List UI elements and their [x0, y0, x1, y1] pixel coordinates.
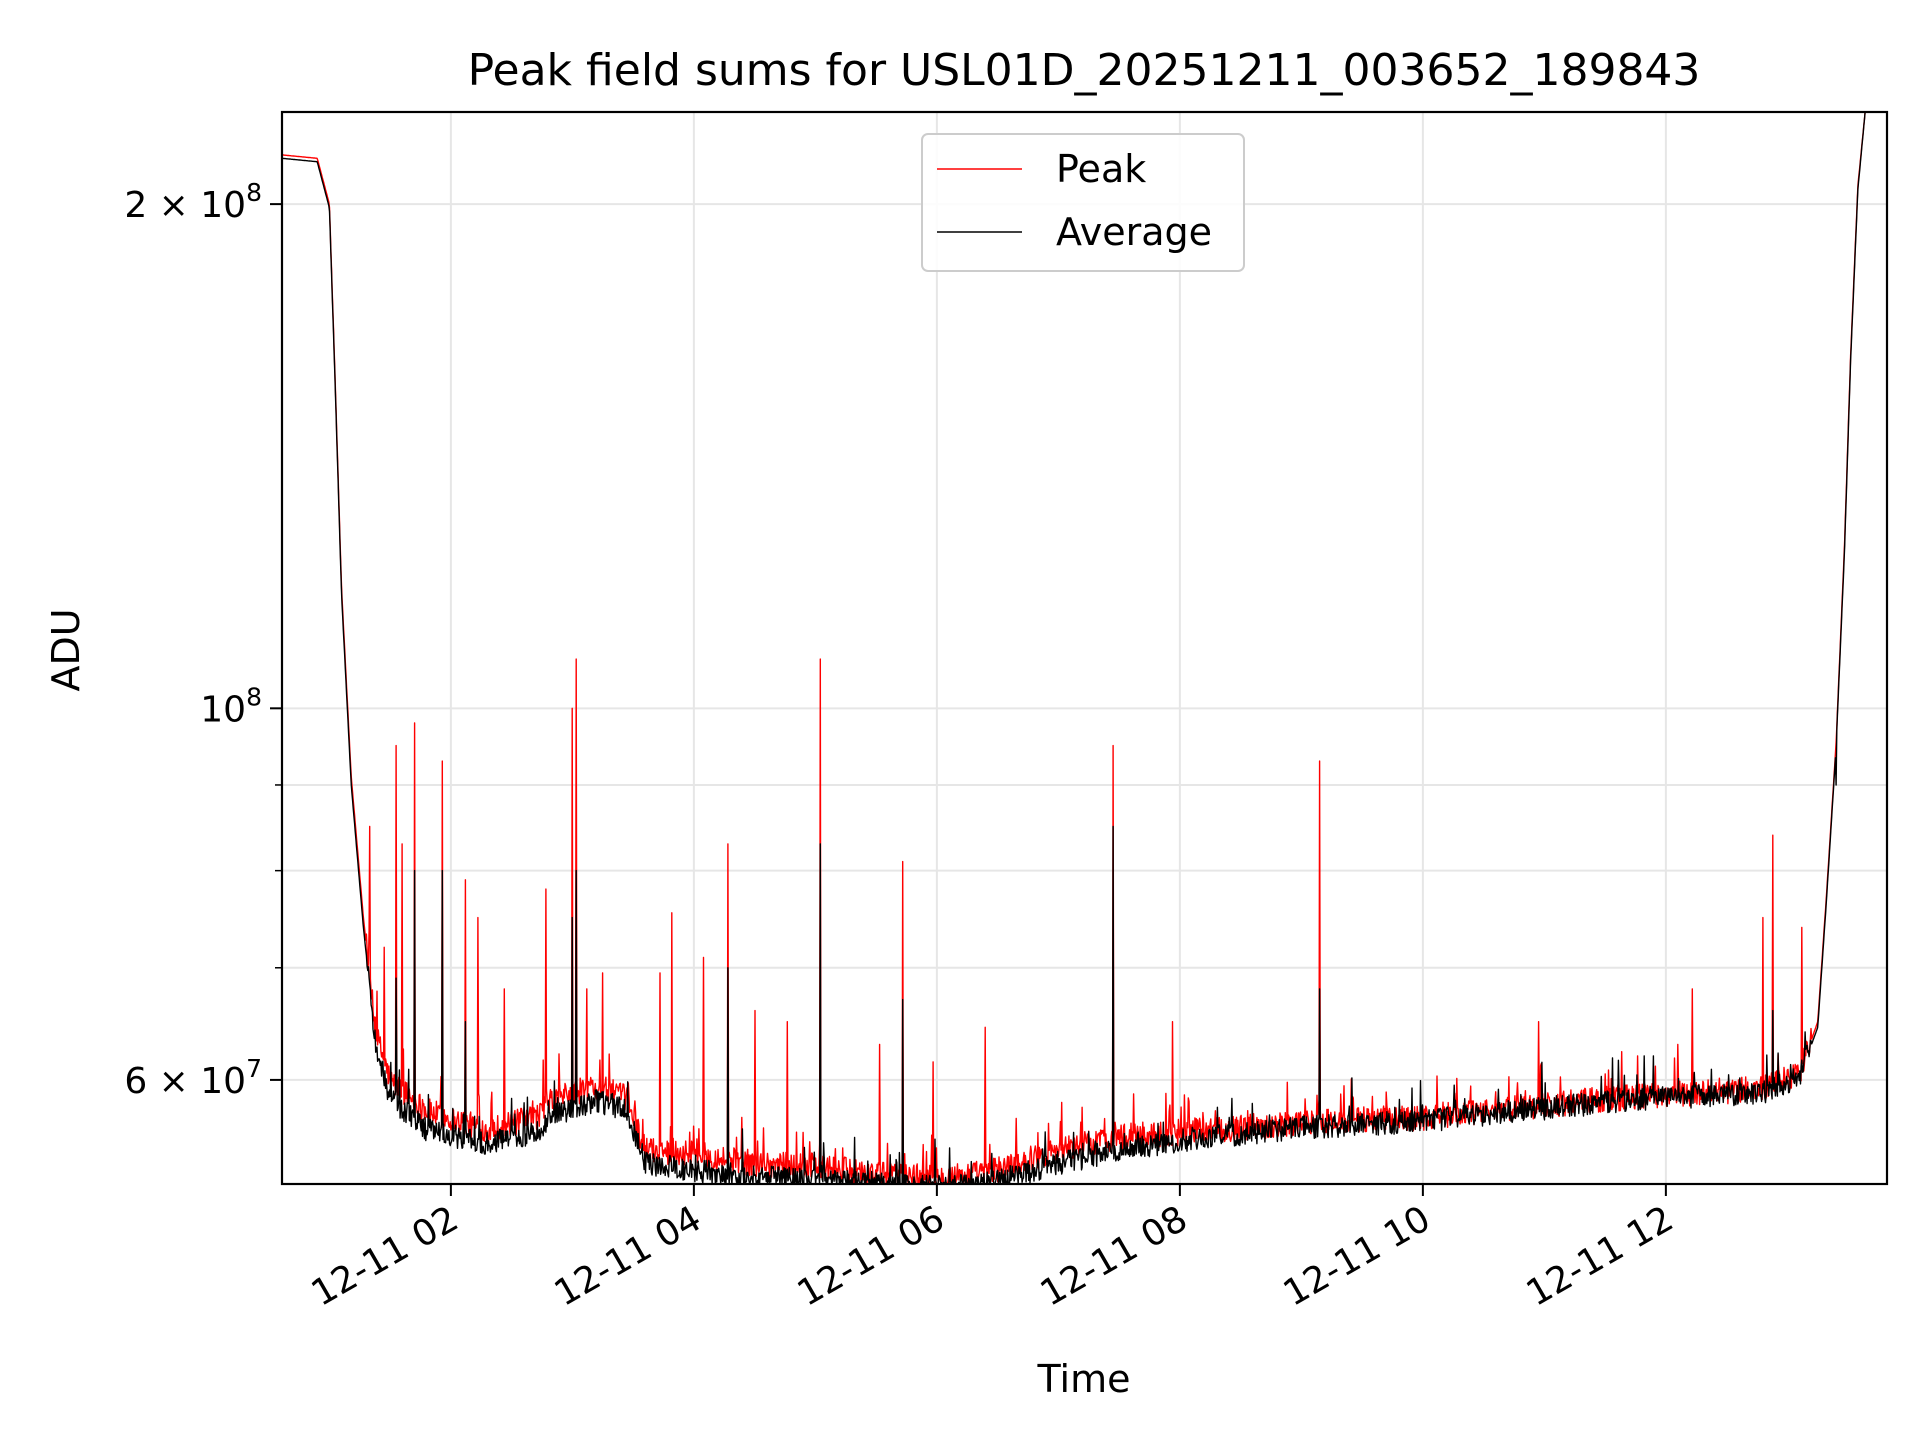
y-axis: 6 × 107 108 2 × 108: [124, 178, 282, 1102]
y-tick-label: 6 × 107: [124, 1054, 262, 1102]
legend-average-label: Average: [1056, 210, 1212, 254]
series-layer: [281, 111, 1866, 1185]
legend: Peak Average: [921, 133, 1245, 272]
chart-title: Peak field sums for USL01D_20251211_0036…: [468, 45, 1701, 96]
plot-frame: [280, 110, 1889, 1186]
grid: [282, 112, 1887, 1184]
series-line-average: [281, 111, 1866, 1185]
y-tick-label: 2 × 108: [124, 178, 262, 226]
y-axis-label: ADU: [44, 608, 88, 691]
x-axis-label: Time: [1037, 1357, 1131, 1401]
y-tick-label: 108: [200, 682, 262, 730]
legend-peak-label: Peak: [1056, 147, 1146, 191]
